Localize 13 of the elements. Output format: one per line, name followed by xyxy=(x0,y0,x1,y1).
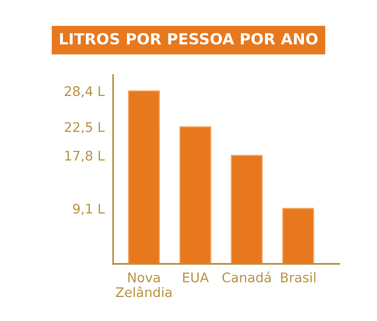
x-tick-label: EUA xyxy=(183,272,209,282)
x-tick-label: Brasil xyxy=(281,272,316,282)
bar xyxy=(282,208,314,264)
x-tick-label: Canadá xyxy=(222,272,271,282)
y-tick-label: 9,1 L xyxy=(73,204,105,215)
chart-title: LITROS POR PESSOA POR ANO xyxy=(60,33,318,45)
bar xyxy=(179,126,212,264)
y-tick-label: 22,5 L xyxy=(64,122,105,134)
y-tick-label: 17,8 L xyxy=(65,150,105,162)
x-tick-label: Nova Zelândia xyxy=(116,272,172,298)
y-tick-label: 28,4 L xyxy=(64,86,105,98)
bar xyxy=(128,90,160,264)
bar xyxy=(230,154,263,264)
